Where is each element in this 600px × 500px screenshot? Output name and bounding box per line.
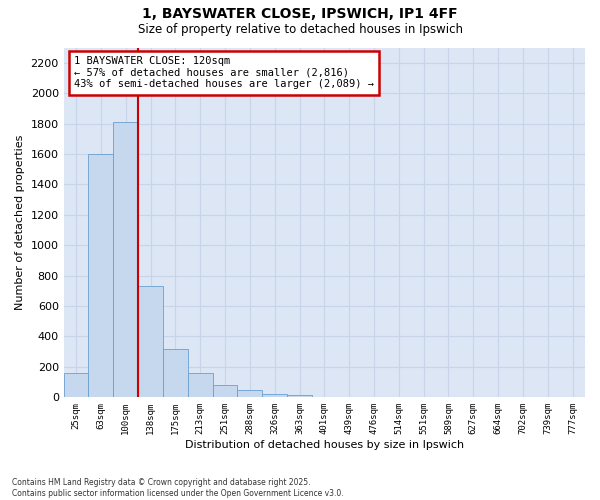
Bar [163,348,188,398]
Text: 1 BAYSWATER CLOSE: 120sqm
← 57% of detached houses are smaller (2,816)
43% of se: 1 BAYSWATER CLOSE: 120sqm ← 57% of detac… [74,56,374,90]
Bar [188,373,212,398]
Text: 1, BAYSWATER CLOSE, IPSWICH, IP1 4FF: 1, BAYSWATER CLOSE, IPSWICH, IP1 4FF [142,8,458,22]
Text: Contains HM Land Registry data © Crown copyright and database right 2025.
Contai: Contains HM Land Registry data © Crown c… [12,478,344,498]
Bar [113,122,138,398]
Bar [138,286,163,398]
Bar [262,394,287,398]
Bar [64,373,88,398]
X-axis label: Distribution of detached houses by size in Ipswich: Distribution of detached houses by size … [185,440,464,450]
Bar [88,154,113,398]
Text: Size of property relative to detached houses in Ipswich: Size of property relative to detached ho… [137,22,463,36]
Bar [238,390,262,398]
Bar [312,396,337,398]
Bar [287,395,312,398]
Y-axis label: Number of detached properties: Number of detached properties [15,134,25,310]
Bar [212,385,238,398]
